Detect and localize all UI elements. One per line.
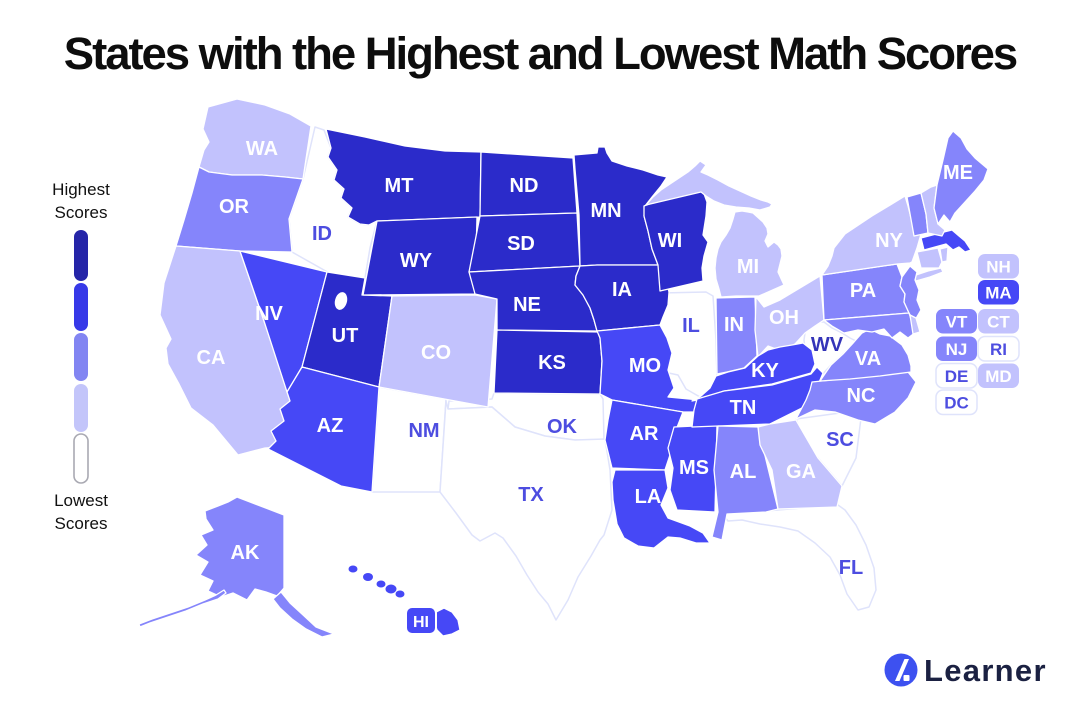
svg-text:MT: MT [385,175,414,197]
svg-text:AK: AK [231,542,260,564]
svg-text:HI: HI [413,614,429,631]
svg-text:WY: WY [400,250,433,272]
svg-text:NM: NM [408,420,439,442]
svg-text:RI: RI [990,340,1007,359]
svg-text:UT: UT [332,325,359,347]
svg-text:FL: FL [839,557,863,579]
svg-text:OR: OR [219,196,250,218]
svg-text:MS: MS [679,457,709,479]
svg-text:CO: CO [421,342,451,364]
svg-text:NE: NE [513,294,541,316]
svg-text:MD: MD [985,367,1011,386]
svg-text:NC: NC [847,385,876,407]
svg-text:KS: KS [538,352,566,374]
svg-text:NY: NY [875,230,903,252]
svg-text:IL: IL [682,315,700,337]
svg-text:WI: WI [658,230,682,252]
svg-text:AZ: AZ [317,415,344,437]
svg-text:ME: ME [943,162,973,184]
svg-text:AR: AR [630,423,659,445]
svg-text:MA: MA [985,283,1011,302]
svg-text:OK: OK [547,416,578,438]
svg-text:AL: AL [730,461,757,483]
svg-text:WV: WV [811,334,844,356]
svg-text:NH: NH [986,257,1011,276]
svg-text:CT: CT [987,312,1010,331]
svg-text:VA: VA [855,348,881,370]
svg-text:ID: ID [312,223,332,245]
svg-text:VT: VT [946,312,968,331]
svg-text:MO: MO [629,355,661,377]
svg-text:CA: CA [197,347,226,369]
svg-text:TX: TX [518,484,544,506]
svg-text:SD: SD [507,233,535,255]
svg-text:LA: LA [635,486,662,508]
svg-text:TN: TN [730,397,757,419]
svg-text:MN: MN [590,200,621,222]
svg-text:OH: OH [769,307,799,329]
svg-text:IN: IN [724,314,744,336]
svg-text:SC: SC [826,429,854,451]
svg-text:Learner: Learner [924,653,1047,688]
svg-text:NV: NV [255,303,283,325]
svg-text:PA: PA [850,280,876,302]
svg-text:MI: MI [737,256,759,278]
svg-text:DE: DE [945,367,969,386]
svg-text:DC: DC [944,393,969,412]
svg-text:KY: KY [751,360,779,382]
svg-text:GA: GA [786,461,816,483]
svg-text:IA: IA [612,279,632,301]
svg-text:NJ: NJ [946,340,968,359]
svg-text:WA: WA [246,138,278,160]
svg-text:ND: ND [510,175,539,197]
